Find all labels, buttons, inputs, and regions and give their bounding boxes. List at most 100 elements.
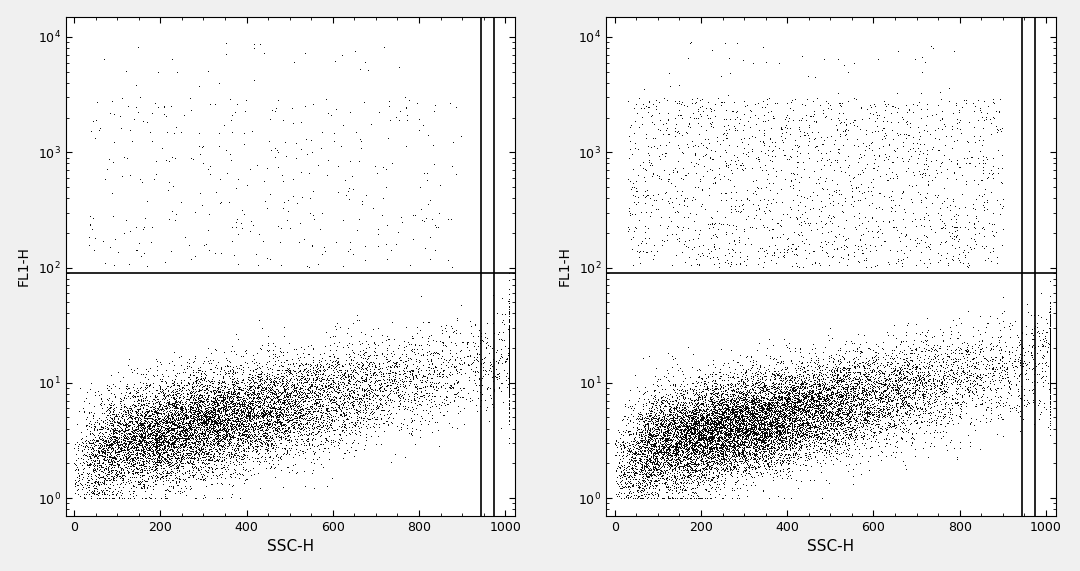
Point — [334, 361, 351, 370]
Point — [815, 399, 833, 408]
Point — [230, 459, 247, 468]
Point — [831, 389, 848, 398]
Point — [935, 119, 953, 128]
Point — [291, 393, 308, 402]
Point — [777, 378, 794, 387]
Point — [742, 432, 759, 441]
Point — [882, 195, 900, 204]
Point — [348, 361, 365, 371]
Point — [781, 372, 798, 381]
Point — [679, 416, 697, 425]
Point — [163, 453, 180, 463]
Point — [648, 415, 665, 424]
Point — [95, 438, 112, 447]
Point — [723, 441, 740, 450]
Point — [164, 386, 181, 395]
Point — [366, 344, 383, 353]
Point — [715, 457, 732, 467]
Point — [780, 429, 797, 438]
Point — [715, 407, 732, 416]
Point — [160, 157, 177, 166]
Point — [810, 399, 827, 408]
Point — [647, 420, 664, 429]
Point — [245, 420, 262, 429]
Point — [174, 448, 191, 457]
Point — [636, 440, 653, 449]
Point — [259, 364, 276, 373]
Point — [180, 431, 198, 440]
Point — [123, 453, 140, 462]
Point — [199, 418, 216, 427]
Point — [118, 432, 135, 441]
Point — [944, 372, 961, 381]
Point — [868, 404, 886, 413]
Point — [760, 94, 778, 103]
Point — [686, 465, 703, 474]
Point — [801, 451, 819, 460]
Point — [727, 405, 744, 414]
Point — [752, 453, 769, 462]
Point — [672, 473, 689, 482]
Point — [685, 433, 702, 443]
Point — [694, 405, 712, 415]
Point — [501, 374, 518, 383]
Point — [433, 354, 450, 363]
Point — [801, 427, 819, 436]
Point — [772, 165, 789, 174]
Point — [815, 424, 833, 433]
Point — [622, 488, 639, 497]
Point — [704, 397, 721, 407]
Point — [744, 427, 761, 436]
Point — [900, 357, 917, 367]
Point — [216, 394, 233, 403]
Point — [281, 377, 298, 386]
Point — [297, 396, 314, 405]
Point — [162, 411, 179, 420]
Point — [672, 444, 689, 453]
Point — [794, 406, 811, 415]
Point — [724, 448, 741, 457]
Point — [721, 419, 739, 428]
Point — [730, 425, 747, 435]
Point — [680, 445, 698, 454]
Point — [203, 479, 220, 488]
Point — [879, 358, 896, 367]
Point — [669, 400, 686, 409]
Point — [754, 373, 771, 383]
Point — [710, 454, 727, 463]
Point — [780, 452, 797, 461]
Point — [723, 396, 740, 405]
Point — [174, 424, 191, 433]
Point — [226, 419, 243, 428]
Point — [110, 455, 127, 464]
Point — [697, 485, 714, 494]
Point — [767, 433, 784, 442]
Point — [723, 452, 740, 461]
Point — [224, 400, 241, 409]
Point — [985, 344, 1002, 353]
Point — [87, 471, 105, 480]
Point — [914, 53, 931, 62]
Point — [210, 437, 227, 446]
Point — [885, 366, 902, 375]
Point — [187, 405, 204, 414]
Point — [501, 351, 518, 360]
Point — [260, 393, 278, 402]
Point — [915, 361, 932, 371]
Point — [804, 395, 821, 404]
Point — [660, 174, 677, 183]
Point — [833, 390, 850, 399]
Point — [640, 412, 658, 421]
Point — [700, 248, 717, 257]
Point — [789, 229, 807, 238]
Point — [848, 95, 865, 104]
Point — [637, 102, 654, 111]
Point — [688, 472, 705, 481]
Point — [1008, 346, 1025, 355]
Point — [1038, 328, 1055, 337]
Point — [283, 419, 300, 428]
Point — [259, 442, 276, 451]
Point — [883, 413, 901, 422]
Point — [878, 131, 895, 140]
Point — [280, 365, 297, 375]
